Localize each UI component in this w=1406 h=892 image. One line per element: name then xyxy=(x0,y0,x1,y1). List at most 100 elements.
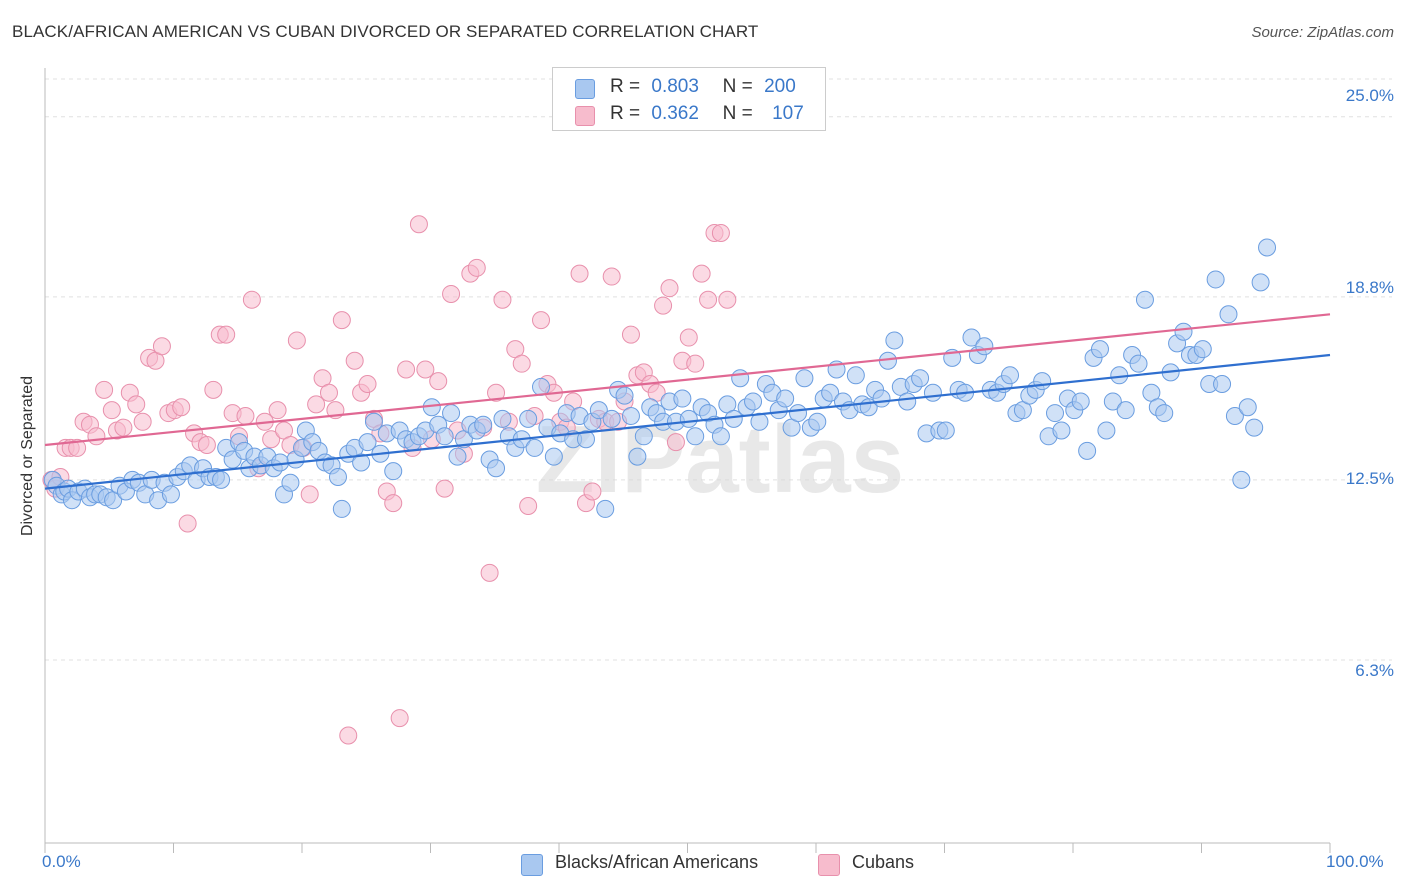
n-value-cubans: 107 xyxy=(772,103,804,124)
blue-swatch xyxy=(521,854,543,876)
data-point xyxy=(127,395,146,414)
data-point xyxy=(570,264,589,283)
data-point xyxy=(435,479,454,498)
r-value-cubans: 0.362 xyxy=(651,103,699,124)
trend-line-cubans xyxy=(44,313,1331,447)
data-point xyxy=(525,438,544,457)
data-point xyxy=(1245,418,1264,437)
data-point xyxy=(178,514,197,533)
data-point xyxy=(1135,290,1154,309)
data-point xyxy=(718,290,737,309)
source-label: Source: ZipAtlas.com xyxy=(1251,24,1394,41)
data-point xyxy=(1046,404,1065,423)
data-point xyxy=(519,497,538,516)
data-point xyxy=(846,366,865,385)
data-point xyxy=(474,415,493,434)
legend-label-cubans: Cubans xyxy=(852,852,915,872)
data-point xyxy=(872,389,891,408)
data-point xyxy=(1225,406,1244,425)
data-point xyxy=(197,436,216,455)
data-point xyxy=(615,386,634,405)
trend-line-blacks xyxy=(44,353,1331,490)
data-point xyxy=(384,494,403,513)
data-point xyxy=(936,421,955,440)
data-point xyxy=(679,328,698,347)
data-point xyxy=(821,383,840,402)
data-point xyxy=(493,290,512,309)
x-tick-0: 0.0% xyxy=(42,852,81,871)
data-point xyxy=(583,482,602,501)
data-point xyxy=(1116,401,1135,420)
data-point xyxy=(1232,470,1251,489)
data-point xyxy=(731,369,750,388)
data-point xyxy=(699,290,718,309)
data-point xyxy=(409,215,428,234)
data-point xyxy=(666,433,685,452)
data-point xyxy=(602,267,621,286)
data-point xyxy=(435,427,454,446)
data-point xyxy=(975,337,994,356)
data-point xyxy=(686,354,705,373)
data-point xyxy=(429,372,448,391)
n-label: N = xyxy=(722,103,753,124)
data-point xyxy=(962,328,981,347)
data-point xyxy=(1213,375,1232,394)
data-point xyxy=(332,499,351,518)
data-point xyxy=(487,459,506,478)
data-point xyxy=(1206,270,1225,289)
data-point xyxy=(217,325,236,344)
pink-swatch xyxy=(575,106,595,126)
data-point xyxy=(654,296,673,315)
data-point xyxy=(911,369,930,388)
data-point xyxy=(204,380,223,399)
data-point xyxy=(923,383,942,402)
data-point xyxy=(133,412,152,431)
data-point xyxy=(161,485,180,504)
data-point xyxy=(660,279,679,298)
data-point xyxy=(448,447,467,466)
data-point xyxy=(1033,372,1052,391)
data-point xyxy=(898,392,917,411)
data-point xyxy=(152,337,171,356)
data-point xyxy=(358,375,377,394)
data-point xyxy=(692,264,711,283)
data-point xyxy=(532,311,551,330)
data-point xyxy=(339,726,358,745)
y-tick-25: 25.0% xyxy=(1345,86,1394,105)
data-point xyxy=(621,406,640,425)
data-point xyxy=(1097,421,1116,440)
data-point xyxy=(87,427,106,446)
data-point xyxy=(576,430,595,449)
data-point xyxy=(480,563,499,582)
data-point xyxy=(544,447,563,466)
data-point xyxy=(789,404,808,423)
data-point xyxy=(364,412,383,431)
data-point xyxy=(1193,340,1212,359)
x-tick-100: 100.0% xyxy=(1326,852,1384,871)
data-point xyxy=(795,369,814,388)
y-tick-18-8: 18.8% xyxy=(1345,278,1394,297)
data-point xyxy=(416,360,435,379)
data-point xyxy=(262,430,281,449)
data-point xyxy=(442,284,461,303)
data-point xyxy=(673,389,692,408)
series-blacks xyxy=(43,238,1277,518)
stats-legend: R = 0.803 N = 200 R = 0.362 N = 107 xyxy=(552,67,826,131)
data-point xyxy=(808,412,827,431)
data-point xyxy=(236,406,255,425)
data-point xyxy=(711,223,730,242)
data-point xyxy=(390,709,409,728)
data-point xyxy=(212,470,231,489)
y-axis-label: Divorced or Separated xyxy=(19,375,36,537)
chart-title: BLACK/AFRICAN AMERICAN VS CUBAN DIVORCED… xyxy=(12,22,759,41)
r-label: R = xyxy=(610,103,641,124)
data-point xyxy=(519,409,538,428)
data-point xyxy=(300,485,319,504)
data-point xyxy=(352,453,371,472)
data-point xyxy=(1129,354,1148,373)
data-point xyxy=(68,438,87,457)
data-point xyxy=(1001,366,1020,385)
data-point xyxy=(628,447,647,466)
trend-lines xyxy=(44,313,1331,490)
